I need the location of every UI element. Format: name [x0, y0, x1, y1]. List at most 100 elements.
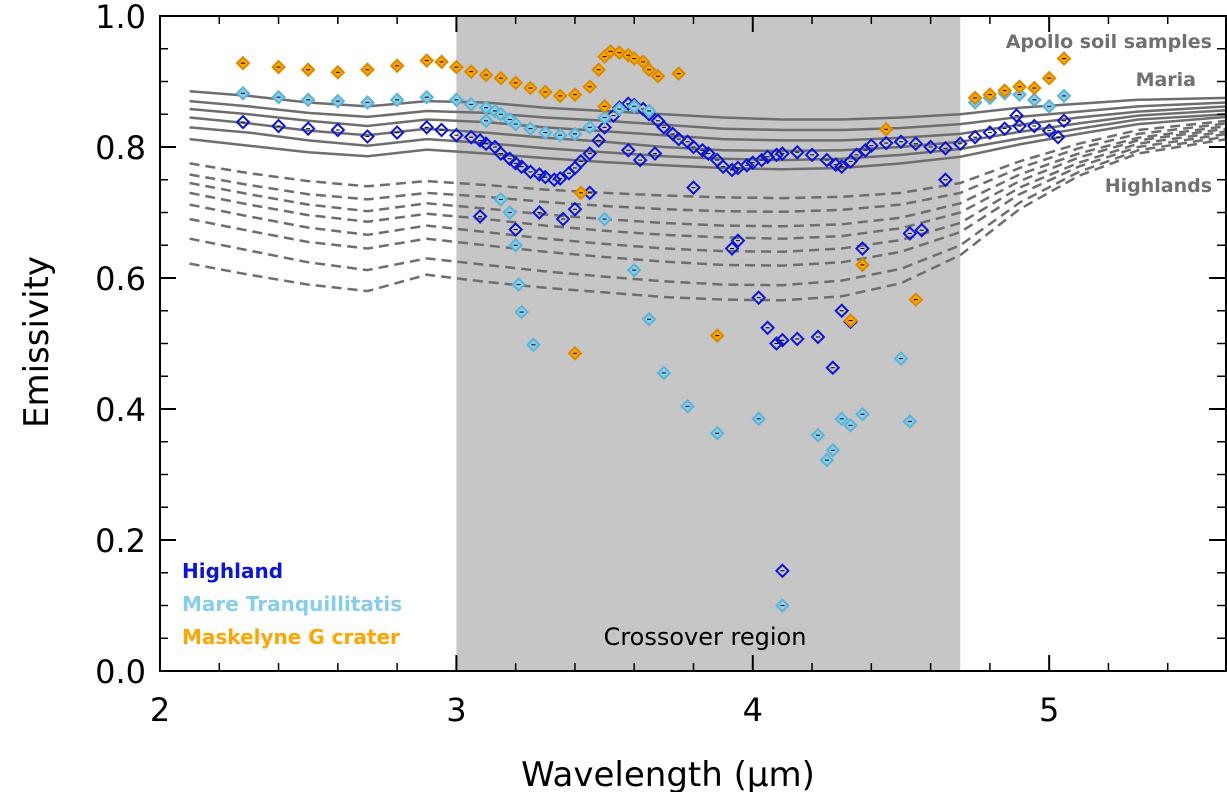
highlands-reference-line-0: [189, 119, 1227, 200]
point-highland-6: [419, 119, 435, 135]
y-tick-label-1: 0.2: [95, 522, 146, 560]
point-mare-tranquillitatis-33: [508, 237, 524, 253]
point-maskelyne-g-crater-8: [448, 59, 464, 75]
point-maskelyne-g-crater-10: [478, 67, 494, 83]
point-maskelyne-g-crater-31: [1012, 79, 1027, 95]
point-mare-tranquillitatis-11: [493, 106, 509, 122]
point-mare-tranquillitatis-36: [526, 337, 541, 353]
point-mare-tranquillitatis-41: [680, 398, 695, 414]
point-maskelyne-g-crater-39: [843, 313, 859, 328]
point-maskelyne-g-crater-32: [1026, 80, 1042, 96]
highlands-reference-line-2: [189, 124, 1227, 228]
point-highland-59: [857, 142, 873, 158]
point-highland-56: [834, 159, 850, 175]
point-highland-43: [715, 159, 731, 175]
point-highland-70: [1012, 118, 1027, 134]
point-highland-61: [878, 135, 894, 151]
point-maskelyne-g-crater-27: [671, 66, 687, 82]
crossover-region: [456, 16, 961, 671]
point-highland-85: [730, 233, 746, 249]
maria-reference-line-5: [189, 115, 1227, 171]
apollo-label: Apollo soil samples: [1006, 31, 1212, 53]
point-mare-tranquillitatis-27: [1026, 92, 1042, 108]
point-highland-19: [537, 169, 553, 185]
point-mare-tranquillitatis-35: [514, 304, 530, 320]
point-highland-21: [552, 171, 568, 186]
point-mare-tranquillitatis-20: [611, 101, 627, 117]
point-maskelyne-g-crater-0: [235, 55, 251, 71]
point-maskelyne-g-crater-14: [537, 84, 553, 100]
point-mare-tranquillitatis-26: [1012, 87, 1027, 103]
point-maskelyne-g-crater-5: [389, 58, 405, 74]
point-mare-tranquillitatis-51: [893, 351, 909, 366]
point-highland-41: [700, 146, 716, 161]
y-axis-title: Emissivity: [17, 256, 57, 428]
point-highland-101: [775, 563, 790, 579]
point-highland-71: [1026, 118, 1042, 134]
point-maskelyne-g-crater-34: [1056, 51, 1072, 66]
point-mare-tranquillitatis-46: [819, 452, 835, 468]
point-highland-1: [271, 118, 286, 134]
point-maskelyne-g-crater-4: [360, 62, 375, 78]
point-maskelyne-g-crater-13: [523, 80, 538, 96]
point-mare-tranquillitatis-49: [843, 417, 859, 433]
point-highland-16: [514, 159, 530, 175]
point-highland-62: [893, 134, 909, 150]
point-maskelyne-g-crater-28: [967, 90, 983, 106]
point-maskelyne-g-crater-38: [709, 328, 725, 344]
point-mare-tranquillitatis-43: [751, 411, 767, 427]
point-maskelyne-g-crater-42: [908, 292, 924, 308]
point-highland-78: [567, 201, 583, 217]
point-mare-tranquillitatis-47: [825, 442, 841, 458]
point-mare-tranquillitatis-32: [502, 205, 518, 220]
point-highland-82: [647, 146, 663, 161]
point-mare-tranquillitatis-4: [360, 95, 375, 110]
highlands-reference-line-7: [189, 137, 1227, 302]
point-highland-26: [591, 133, 607, 148]
point-mare-tranquillitatis-7: [448, 92, 464, 108]
point-maskelyne-g-crater-7: [434, 54, 449, 70]
maria-reference-line-1: [189, 99, 1227, 132]
point-mare-tranquillitatis-34: [511, 277, 527, 292]
legend-maskelyne-g-crater: Maskelyne G crater: [182, 625, 400, 649]
point-mare-tranquillitatis-8: [463, 97, 479, 112]
data-points: [235, 43, 1072, 613]
point-highland-4: [360, 129, 375, 144]
point-highland-39: [686, 139, 701, 155]
point-highland-72: [1041, 123, 1057, 139]
point-maskelyne-g-crater-9: [463, 64, 479, 80]
maria-reference-line-2: [189, 105, 1227, 142]
point-highland-83: [686, 180, 701, 196]
point-highland-66: [952, 136, 968, 152]
x-tick-label-1: 3: [446, 691, 466, 729]
point-highland-52: [789, 144, 805, 160]
point-highland-27: [597, 119, 612, 135]
point-highland-97: [914, 222, 930, 238]
tick-labels: 2 3 4 5 0.0 0.2 0.4 0.6 0.8 1.0: [95, 0, 1059, 729]
point-mare-tranquillitatis-48: [834, 411, 850, 427]
point-maskelyne-g-crater-20: [603, 43, 618, 59]
point-highland-63: [908, 136, 924, 152]
point-mare-tranquillitatis-0: [235, 85, 251, 101]
point-mare-tranquillitatis-3: [330, 93, 346, 109]
point-highland-90: [789, 331, 805, 347]
point-highland-84: [724, 241, 740, 256]
y-tick-label-0: 0.0: [95, 653, 146, 691]
point-highland-77: [555, 211, 571, 227]
point-maskelyne-g-crater-3: [330, 64, 346, 80]
point-highland-100: [1056, 113, 1072, 129]
point-highland-54: [819, 152, 835, 168]
point-highland-3: [330, 122, 346, 138]
point-highland-0: [235, 114, 251, 130]
point-mare-tranquillitatis-21: [626, 98, 642, 114]
point-highland-91: [810, 329, 826, 345]
point-maskelyne-g-crater-16: [567, 87, 583, 103]
point-highland-74: [472, 209, 488, 224]
point-mare-tranquillitatis-44: [775, 598, 790, 613]
maria-label: Maria: [1136, 69, 1196, 91]
point-maskelyne-g-crater-30: [997, 83, 1013, 99]
point-mare-tranquillitatis-28: [1041, 98, 1057, 114]
point-highland-80: [620, 142, 636, 158]
point-maskelyne-g-crater-29: [982, 87, 998, 103]
